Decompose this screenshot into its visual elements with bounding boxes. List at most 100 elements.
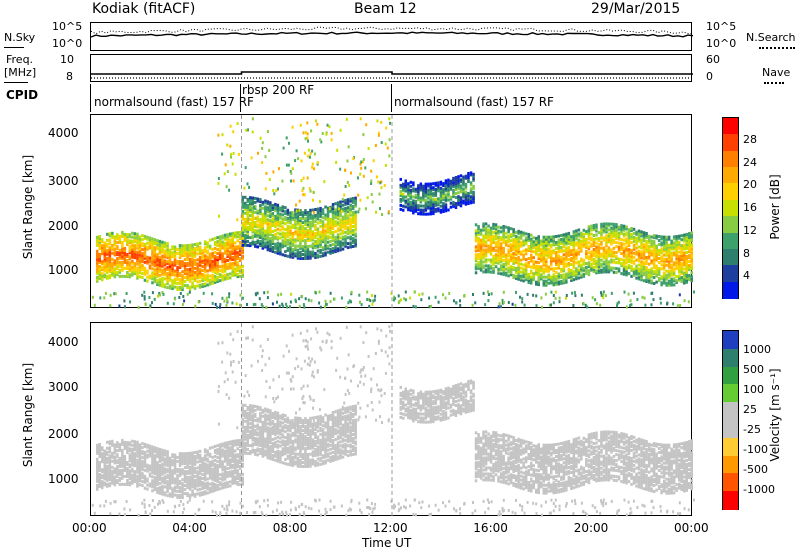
power-cell xyxy=(662,245,666,249)
power-cell xyxy=(545,265,548,269)
power-cell xyxy=(424,194,428,198)
power-cell xyxy=(620,232,623,236)
power-cell xyxy=(299,238,302,242)
power-cell xyxy=(625,247,628,251)
power-cell xyxy=(125,292,128,295)
power-cell xyxy=(532,262,535,266)
power-cell xyxy=(186,248,189,251)
power-cell xyxy=(254,234,257,238)
power-cell xyxy=(497,241,500,245)
power-cell xyxy=(153,297,156,301)
velocity-cell xyxy=(103,467,106,471)
power-cell xyxy=(229,246,232,250)
power-cell xyxy=(655,258,658,262)
power-cell xyxy=(351,241,355,244)
power-cell xyxy=(103,253,106,257)
power-cell xyxy=(312,211,315,215)
velocity-cell xyxy=(143,478,147,482)
power-cell xyxy=(314,234,317,237)
velocity-cell xyxy=(123,468,127,472)
power-cell xyxy=(196,252,199,256)
power-cell xyxy=(136,274,139,278)
power-cell xyxy=(98,274,101,278)
power-cell xyxy=(400,298,402,302)
power-cell xyxy=(331,223,335,226)
velocity-cell xyxy=(98,447,101,450)
power-cell xyxy=(575,273,578,277)
velocity-cell xyxy=(173,453,177,457)
velocity-cell xyxy=(116,443,119,447)
velocity-cell xyxy=(131,467,134,471)
power-cell xyxy=(344,200,347,204)
power-cell xyxy=(683,279,686,283)
power-cell xyxy=(595,259,598,263)
power-cell xyxy=(600,226,603,230)
power-cell xyxy=(477,264,480,268)
power-cell xyxy=(409,208,413,212)
power-cell xyxy=(346,226,350,230)
power-cell xyxy=(690,277,693,281)
power-cell xyxy=(399,191,402,195)
power-cell xyxy=(577,242,581,246)
power-cell xyxy=(640,232,643,236)
power-cell xyxy=(537,275,540,279)
power-cell xyxy=(261,206,265,210)
power-cell xyxy=(114,292,117,296)
power-cell xyxy=(202,291,205,295)
power-cell xyxy=(585,252,588,255)
power-cell xyxy=(296,254,300,258)
velocity-cell xyxy=(151,471,154,475)
power-cell xyxy=(354,238,357,242)
power-cell xyxy=(173,263,177,267)
power-cell xyxy=(341,241,345,245)
power-cell xyxy=(266,242,270,246)
power-cell xyxy=(241,231,244,235)
power-cell xyxy=(344,244,347,248)
power-cell xyxy=(502,270,505,274)
power-cell xyxy=(482,270,485,274)
power-cell xyxy=(419,208,423,212)
power-cell xyxy=(592,228,596,231)
power-cell xyxy=(168,248,172,252)
power-cell xyxy=(310,299,313,303)
power-cell xyxy=(156,265,159,269)
power-cell xyxy=(590,266,593,270)
power-cell xyxy=(319,242,322,246)
velocity-cell xyxy=(98,465,101,468)
power-cell xyxy=(507,240,510,244)
velocity-cell xyxy=(98,475,101,478)
power-cell xyxy=(186,262,189,265)
power-cell xyxy=(524,250,528,254)
power-cell xyxy=(151,239,154,243)
power-cell xyxy=(271,206,275,209)
power-cell xyxy=(685,260,688,264)
power-cell xyxy=(309,234,312,238)
power-cell xyxy=(477,246,480,250)
power-cell xyxy=(532,250,535,254)
power-cell xyxy=(364,166,367,170)
power-cell xyxy=(98,235,101,238)
velocity-cell xyxy=(156,465,159,469)
power-cell xyxy=(530,275,533,279)
power-cell xyxy=(577,238,581,242)
power-cell xyxy=(279,224,282,228)
velocity-cell xyxy=(126,467,129,470)
power-cell xyxy=(269,237,272,241)
power-cell xyxy=(218,241,222,245)
power-cell xyxy=(535,282,538,286)
power-cell xyxy=(226,299,229,303)
power-cell xyxy=(570,251,573,255)
power-cell xyxy=(448,291,451,295)
power-cell xyxy=(514,258,518,262)
power-cell xyxy=(555,278,558,282)
power-cell xyxy=(379,181,382,185)
power-cell xyxy=(143,297,146,301)
power-cell xyxy=(326,220,330,224)
power-cell xyxy=(341,229,345,233)
power-cell xyxy=(444,185,448,189)
power-cell xyxy=(128,267,132,271)
power-cell xyxy=(640,240,643,244)
power-cell xyxy=(627,242,631,246)
velocity-cell xyxy=(101,456,104,460)
power-cell xyxy=(459,186,463,190)
